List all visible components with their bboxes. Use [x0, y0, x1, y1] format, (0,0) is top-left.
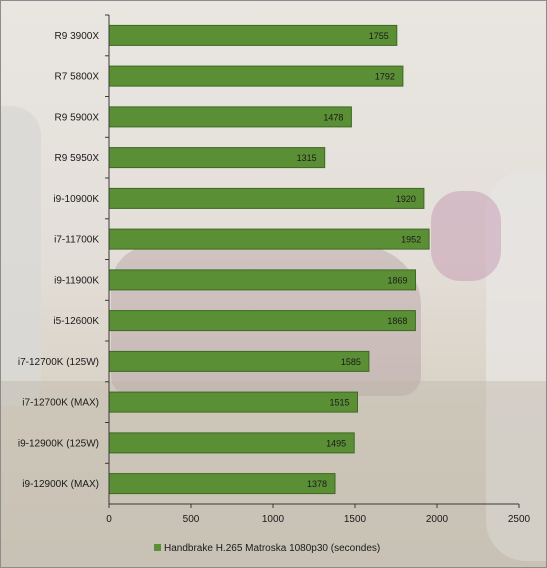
- bar-value-label: 1378: [307, 479, 327, 489]
- legend-label: Handbrake H.265 Matroska 1080p30 (second…: [164, 543, 380, 554]
- bar: [108, 228, 430, 250]
- category-label: R9 5900X: [55, 112, 100, 123]
- bar: [108, 350, 370, 372]
- category-label: i9-12900K (125W): [18, 438, 99, 449]
- category-label: R9 3900X: [55, 31, 100, 42]
- category-label: i9-10900K: [53, 194, 99, 205]
- category-label: i7-12700K (125W): [18, 357, 99, 368]
- bar-value-label: 1920: [396, 194, 416, 204]
- bar-value-label: 1952: [401, 235, 421, 245]
- bar: [108, 473, 336, 495]
- x-tick-label: 0: [106, 514, 112, 525]
- category-label: i9-11900K: [54, 275, 99, 286]
- category-label: i5-12600K: [53, 316, 99, 327]
- x-tick-label: 1000: [262, 514, 285, 525]
- x-tick-label: 2000: [426, 514, 449, 525]
- bar: [108, 147, 326, 169]
- x-tick-label: 500: [183, 514, 200, 525]
- bar: [108, 391, 358, 413]
- bar: [108, 106, 352, 128]
- category-label: i7-11700K: [54, 235, 99, 246]
- bar-value-label: 1495: [326, 438, 346, 448]
- legend-swatch: [154, 544, 161, 551]
- bar-value-label: 1868: [387, 316, 407, 326]
- x-tick-label: 1500: [344, 514, 367, 525]
- bar: [108, 187, 425, 209]
- category-label: i9-12900K (MAX): [22, 479, 99, 490]
- bar-value-label: 1869: [387, 275, 407, 285]
- bar: [108, 310, 416, 332]
- bar-value-label: 1478: [323, 112, 343, 122]
- bar-value-label: 1515: [329, 398, 349, 408]
- category-label: R9 5950X: [55, 153, 100, 164]
- bar-value-label: 1315: [297, 153, 317, 163]
- category-label: R7 5800X: [55, 72, 100, 83]
- bar-value-label: 1585: [341, 357, 361, 367]
- bar: [108, 269, 416, 291]
- bar: [108, 24, 398, 46]
- bar-value-label: 1792: [375, 72, 395, 82]
- legend: Handbrake H.265 Matroska 1080p30 (second…: [154, 543, 380, 554]
- x-tick-label: 2500: [508, 514, 531, 525]
- bar-value-label: 1755: [369, 31, 389, 41]
- bar: [108, 432, 355, 454]
- bar: [108, 65, 404, 87]
- category-label: i7-12700K (MAX): [22, 398, 99, 409]
